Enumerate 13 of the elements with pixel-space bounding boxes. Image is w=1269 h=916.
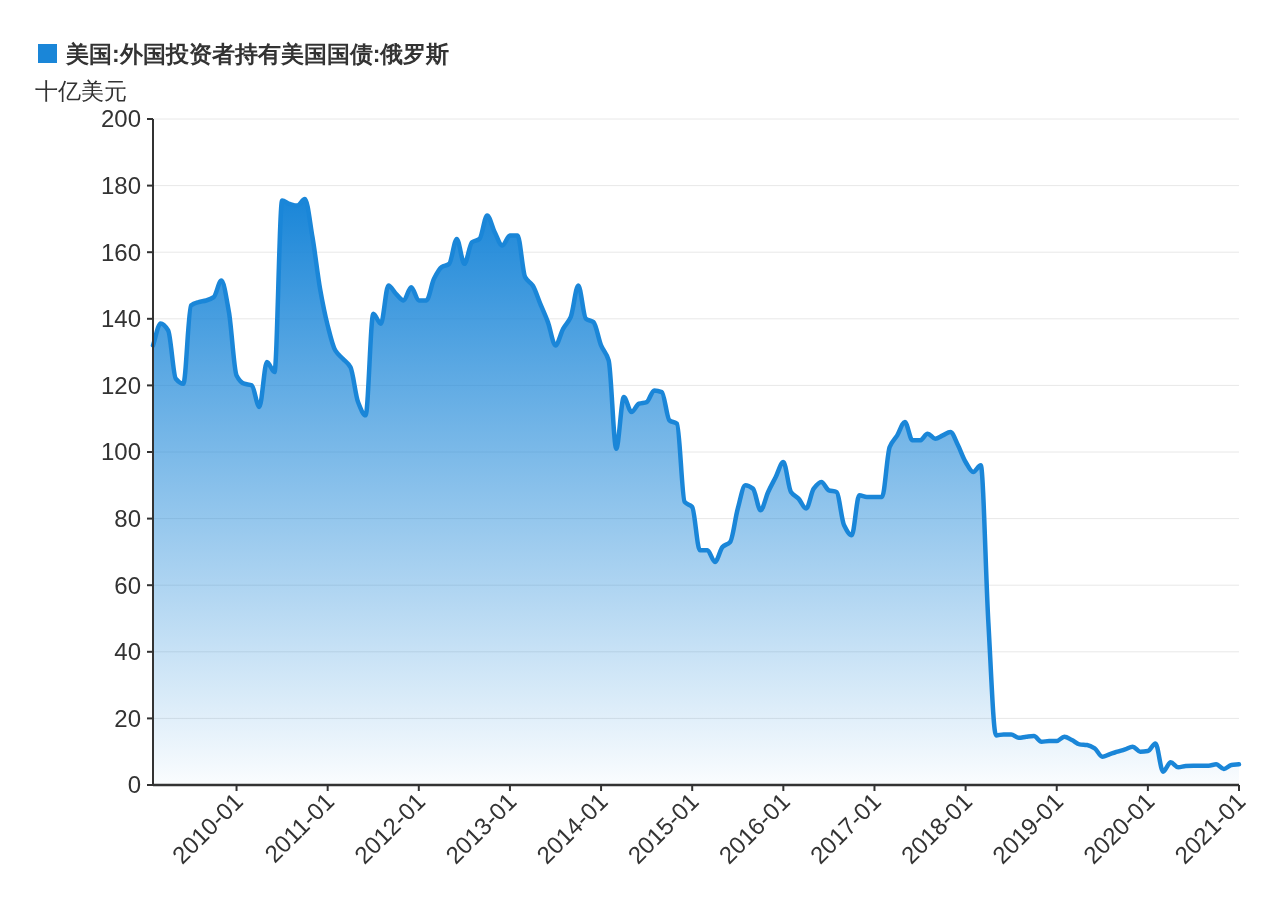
y-tick-label: 80 bbox=[114, 505, 141, 532]
y-tick-label: 200 bbox=[100, 105, 141, 133]
y-tick-label: 120 bbox=[100, 371, 141, 399]
y-tick-label: 160 bbox=[100, 238, 141, 266]
y-tick-label: 20 bbox=[114, 704, 141, 732]
y-tick-label: 140 bbox=[100, 305, 141, 333]
y-tick-label: 0 bbox=[127, 771, 141, 799]
legend: 美国:外国投资者持有美国国债:俄罗斯 bbox=[38, 41, 450, 67]
y-axis-title: 十亿美元 bbox=[35, 78, 127, 104]
y-tick-label: 100 bbox=[100, 438, 141, 466]
y-tick-label: 180 bbox=[100, 172, 141, 199]
y-tick-label: 60 bbox=[114, 571, 141, 599]
y-tick-label: 40 bbox=[114, 638, 141, 666]
